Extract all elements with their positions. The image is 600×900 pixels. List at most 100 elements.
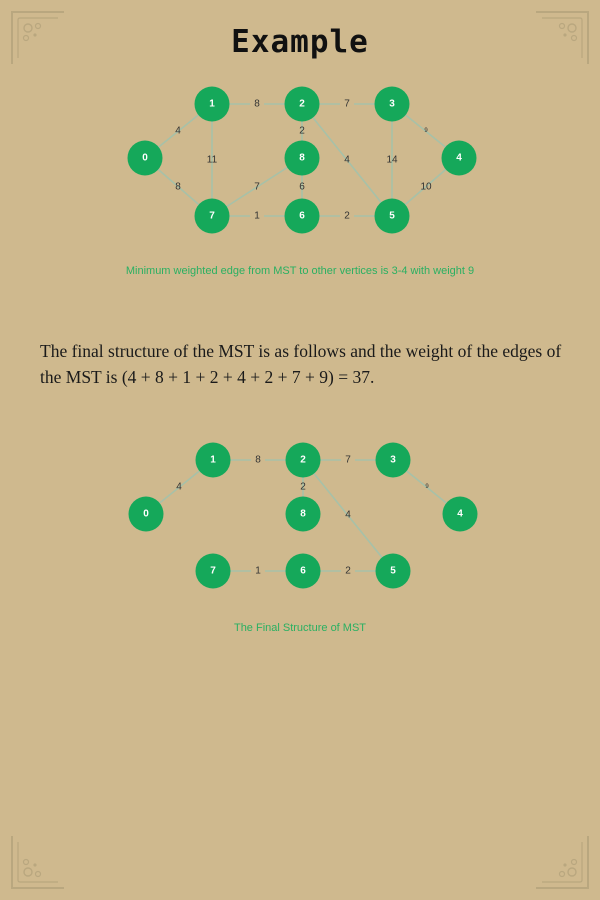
graph-mst-weight-2-3: 7 [345, 455, 351, 466]
graph-full-weight-6-8: 6 [299, 182, 305, 193]
graph-full-nodes: 0 1 2 3 4 5 6 7 8 [127, 86, 477, 234]
graph-full-node-1: 1 [194, 86, 230, 122]
graph-full-weight-1-2: 8 [254, 99, 260, 110]
graph-full-node-circle-5 [374, 198, 410, 234]
graph-full-weight-3-4: 9 [424, 128, 428, 134]
graph-mst-node-1: 1 [195, 442, 231, 478]
graph-mst-weight-bg-1-2 [251, 454, 265, 466]
graph-mst-node-circle-8 [285, 496, 321, 532]
graph-full-node-circle-3 [374, 86, 410, 122]
graph-mst-node-circle-1 [195, 442, 231, 478]
graph-mst-node-circle-7 [195, 553, 231, 589]
graph-mst-node-circle-0 [128, 496, 164, 532]
graph-mst-node-7: 7 [195, 553, 231, 589]
graph-full-node-label-8: 8 [299, 153, 305, 164]
graph-mst-node-2: 2 [285, 442, 321, 478]
graph-full-edge-2-5 [301, 103, 393, 217]
graph-full-node-2: 2 [284, 86, 320, 122]
graph-mst-edge-2-5 [302, 459, 394, 572]
graph-full-node-label-2: 2 [299, 99, 305, 110]
graph-full-weight-1-7: 11 [207, 155, 218, 166]
graph-full-edge-weights: 4 8 8 11 7 2 4 9 14 10 2 1 6 7 [175, 98, 432, 222]
graph-mst-weight-0-1: 4 [176, 482, 182, 493]
graph-full-weight-7-8: 7 [254, 182, 260, 193]
graph-mst-node-circle-2 [285, 442, 321, 478]
graph-full-node-7: 7 [194, 198, 230, 234]
graph-mst-node-circle-4 [442, 496, 478, 532]
graph-full-edge-7-8 [211, 157, 303, 217]
graph-full-weight-bg-6-7 [250, 210, 264, 222]
graph-full-weight-bg-5-6 [340, 210, 354, 222]
graph-mst-diagram: 4 8 7 2 4 9 2 1 0 1 2 3 4 5 6 7 8 [128, 442, 478, 589]
graph-full-node-circle-6 [284, 198, 320, 234]
graph-mst-node-label-5: 5 [390, 566, 396, 577]
graph-full-weight-0-1: 4 [175, 126, 181, 137]
graph-full-weight-2-5: 4 [344, 155, 350, 166]
graph-mst-node-label-7: 7 [210, 566, 216, 577]
graph-full-weight-6-7: 1 [254, 211, 260, 222]
graph-full-node-6: 6 [284, 198, 320, 234]
graph-full-node-circle-7 [194, 198, 230, 234]
graph-full-node-label-4: 4 [456, 153, 462, 164]
graph-full-node-circle-4 [441, 140, 477, 176]
graph-mst-weight-1-2: 8 [255, 455, 261, 466]
graph-full-weight-0-7: 8 [175, 182, 181, 193]
graph-full-node-label-3: 3 [389, 99, 395, 110]
graph-mst-weight-5-6: 2 [345, 566, 351, 577]
graph-full-node-3: 3 [374, 86, 410, 122]
graph-mst-edge-weights: 4 8 7 2 4 9 2 1 [176, 454, 429, 577]
graph-mst-node-label-2: 2 [300, 455, 306, 466]
graph-full-caption: Minimum weighted edge from MST to other … [125, 265, 475, 277]
mst-explanation-paragraph: The final structure of the MST is as fol… [40, 341, 562, 387]
graph-mst-node-0: 0 [128, 496, 164, 532]
graph-mst-node-circle-6 [285, 553, 321, 589]
graph-mst-node-4: 4 [442, 496, 478, 532]
graph-full-weight-5-6: 2 [344, 211, 350, 222]
graph-mst-node-label-4: 4 [457, 509, 463, 520]
graph-mst-weight-bg-6-7 [251, 565, 265, 577]
graph-mst-weight-bg-5-6 [341, 565, 355, 577]
graph-full-node-5: 5 [374, 198, 410, 234]
ornament-corner-icon [536, 11, 589, 64]
graph-mst-node-label-6: 6 [300, 566, 306, 577]
graph-full-weight-bg-1-2 [250, 98, 264, 110]
ornament-corner-icon [11, 836, 64, 889]
graph-mst-node-8: 8 [285, 496, 321, 532]
graph-full-diagram: 4 8 8 11 7 2 4 9 14 10 2 1 6 7 0 1 2 3 4 5 6 7 8 [127, 86, 477, 234]
graph-mst-caption: The Final Structure of MST [233, 622, 367, 634]
graph-full-node-label-5: 5 [389, 211, 395, 222]
graph-mst-weight-6-7: 1 [255, 566, 261, 577]
graph-full-node-circle-8 [284, 140, 320, 176]
graph-full-node-circle-0 [127, 140, 163, 176]
graph-full-node-label-0: 0 [142, 153, 148, 164]
graph-full-weight-2-8: 2 [299, 126, 305, 137]
graph-full-node-label-6: 6 [299, 211, 305, 222]
graph-full-node-8: 8 [284, 140, 320, 176]
graph-full-node-circle-2 [284, 86, 320, 122]
graph-mst-node-circle-5 [375, 553, 411, 589]
graph-full-weight-2-3: 7 [344, 99, 350, 110]
graph-full-node-label-7: 7 [209, 211, 215, 222]
graph-mst-node-label-0: 0 [143, 509, 149, 520]
graph-full-node-0: 0 [127, 140, 163, 176]
graph-full-weight-bg-2-3 [340, 98, 354, 110]
graph-mst-node-5: 5 [375, 553, 411, 589]
graph-full-weight-4-5: 10 [420, 182, 432, 193]
graph-mst-node-label-3: 3 [390, 455, 396, 466]
graph-full-node-4: 4 [441, 140, 477, 176]
graph-mst-node-3: 3 [375, 442, 411, 478]
graph-mst-nodes: 0 1 2 3 4 5 6 7 8 [128, 442, 478, 589]
graph-full-weight-3-5: 14 [386, 155, 398, 166]
graph-mst-node-label-1: 1 [210, 455, 216, 466]
graph-full-node-circle-1 [194, 86, 230, 122]
graph-mst-node-label-8: 8 [300, 509, 306, 520]
page-title: Example [231, 24, 369, 60]
graph-mst-weight-3-4: 9 [425, 484, 429, 490]
ornament-corner-icon [11, 11, 64, 64]
ornament-corner-icon [536, 836, 589, 889]
graph-mst-weight-2-5: 4 [345, 510, 351, 521]
graph-mst-weight-2-8: 2 [300, 482, 306, 493]
graph-mst-node-circle-3 [375, 442, 411, 478]
graph-mst-weight-bg-2-3 [341, 454, 355, 466]
graph-full-node-label-1: 1 [209, 99, 215, 110]
